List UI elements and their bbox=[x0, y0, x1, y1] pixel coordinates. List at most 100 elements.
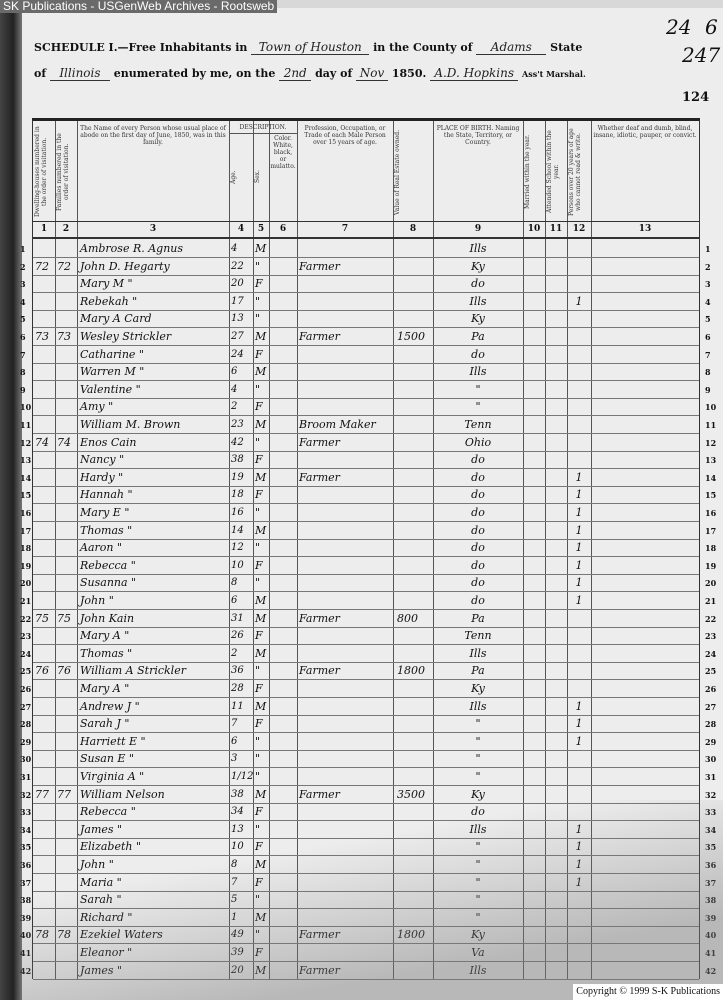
person-name: Sarah " bbox=[80, 893, 122, 907]
person-name: William Nelson bbox=[80, 787, 165, 801]
line-number-left: 8 bbox=[20, 367, 26, 378]
real-estate-value: 1500 bbox=[397, 330, 425, 343]
column-divider bbox=[591, 121, 592, 979]
sex: M bbox=[255, 963, 267, 977]
line-number-right: 29 bbox=[705, 736, 717, 747]
line-number-right: 30 bbox=[705, 754, 717, 765]
person-name: Rebecca " bbox=[80, 805, 136, 819]
line-number-left: 24 bbox=[20, 648, 32, 659]
age: 2 bbox=[231, 647, 238, 659]
table-row: Susanna " 8 " do 1 20 20 bbox=[20, 574, 716, 593]
sex: " bbox=[255, 576, 261, 590]
line-number-right: 31 bbox=[705, 772, 717, 782]
age: 18 bbox=[231, 489, 244, 501]
page-number-stamp-3: 124 bbox=[682, 90, 710, 105]
birthplace: do bbox=[471, 541, 485, 555]
school-mark: 1 bbox=[575, 858, 583, 871]
line-number-left: 26 bbox=[20, 684, 32, 694]
sex: F bbox=[255, 946, 263, 959]
line-number-right: 14 bbox=[705, 472, 717, 483]
marshal-name: A.D. Hopkins bbox=[430, 66, 519, 81]
table-row: James " 13 " Ills 1 34 34 bbox=[20, 821, 716, 839]
person-name: Hannah " bbox=[80, 488, 133, 502]
age: 26 bbox=[231, 630, 244, 642]
page-number-stamp: 24 bbox=[666, 15, 692, 39]
person-name: Catharine " bbox=[80, 347, 144, 361]
column-header-8: Value of Real Estate owned. bbox=[394, 129, 401, 215]
sex: " bbox=[255, 664, 261, 678]
table-row: Sarah " 5 " " 38 38 bbox=[20, 891, 716, 910]
age: 10 bbox=[231, 841, 244, 853]
person-name: Eleanor " bbox=[80, 946, 133, 959]
birthplace: Pa bbox=[471, 330, 485, 343]
birthplace: " bbox=[475, 840, 481, 854]
line-number-left: 10 bbox=[20, 402, 32, 413]
birthplace: Ills bbox=[469, 365, 487, 379]
table-row: Ambrose R. Agnus 4 M Ills 1 1 bbox=[20, 240, 711, 258]
line-number-left: 20 bbox=[20, 578, 32, 589]
line-number-right: 21 bbox=[705, 596, 717, 606]
person-name: Nancy " bbox=[80, 453, 125, 467]
table-row: Susan E " 3 " " 30 30 bbox=[20, 750, 716, 769]
marshal-label: Ass't Marshal. bbox=[522, 69, 586, 79]
sex: M bbox=[255, 787, 267, 801]
birthplace: Ills bbox=[469, 822, 487, 836]
line-number-left: 19 bbox=[20, 560, 32, 571]
age: 27 bbox=[231, 331, 244, 342]
line-number-left: 11 bbox=[20, 420, 32, 430]
sex: M bbox=[255, 646, 267, 660]
table-row: 78 78 Ezekiel Waters 49 " Farmer 1800 Ky 40 40 bbox=[20, 926, 716, 945]
sex: " bbox=[255, 435, 261, 449]
line-number-right: 7 bbox=[705, 349, 711, 360]
age: 19 bbox=[231, 471, 244, 483]
enumeration-line: of Illinois enumerated by me, on the 2nd… bbox=[34, 66, 586, 81]
school-mark: 1 bbox=[575, 294, 583, 308]
family-number: 72 bbox=[57, 259, 71, 273]
age: 1/12 bbox=[231, 771, 254, 782]
line-number-left: 14 bbox=[20, 472, 32, 483]
sex: M bbox=[255, 523, 267, 537]
birthplace: " bbox=[475, 770, 481, 783]
age: 17 bbox=[231, 295, 244, 307]
line-number-right: 36 bbox=[705, 860, 717, 870]
person-name: Mary E " bbox=[80, 506, 130, 519]
column-header-4: Age. bbox=[230, 170, 237, 184]
line-number-right: 26 bbox=[705, 684, 717, 694]
line-number-left: 2 bbox=[20, 261, 26, 272]
person-name: Rebekah " bbox=[80, 294, 138, 308]
birthplace: do bbox=[471, 277, 485, 291]
line-number-left: 21 bbox=[20, 596, 32, 606]
person-name: Warren M " bbox=[80, 365, 145, 379]
line-number-right: 27 bbox=[705, 701, 717, 712]
table-row: Mary A " 26 F Tenn 23 23 bbox=[20, 627, 716, 646]
birthplace: Tenn bbox=[464, 629, 492, 643]
sex: M bbox=[255, 365, 267, 379]
line-number-right: 34 bbox=[705, 824, 717, 835]
birthplace: do bbox=[471, 347, 485, 361]
birthplace: Ills bbox=[469, 242, 487, 255]
corner-mark: 6 bbox=[705, 15, 718, 39]
school-mark: 1 bbox=[575, 488, 583, 502]
table-row: 74 74 Enos Cain 42 " Farmer Ohio 12 12 bbox=[20, 434, 716, 452]
birthplace: " bbox=[475, 858, 481, 871]
age: 2 bbox=[231, 401, 238, 413]
column-divider bbox=[229, 121, 230, 979]
line-number-left: 9 bbox=[20, 384, 26, 395]
birthplace: " bbox=[475, 382, 481, 396]
town-field: Town of Houston bbox=[251, 40, 370, 55]
age: 6 bbox=[231, 595, 238, 606]
age: 38 bbox=[231, 454, 244, 466]
line-number-right: 20 bbox=[705, 578, 717, 589]
line-number-left: 38 bbox=[20, 895, 32, 906]
person-name: John " bbox=[80, 858, 114, 871]
school-mark: 1 bbox=[575, 594, 583, 607]
person-name: Enos Cain bbox=[80, 435, 137, 449]
column-number: 10 bbox=[527, 224, 541, 234]
schedule-label: SCHEDULE I.—Free Inhabitants in bbox=[34, 41, 248, 54]
day-field: 2nd bbox=[279, 66, 312, 81]
school-mark: 1 bbox=[575, 875, 583, 889]
sex: M bbox=[255, 910, 267, 924]
sex: F bbox=[255, 805, 263, 819]
line-number-right: 3 bbox=[705, 279, 711, 290]
